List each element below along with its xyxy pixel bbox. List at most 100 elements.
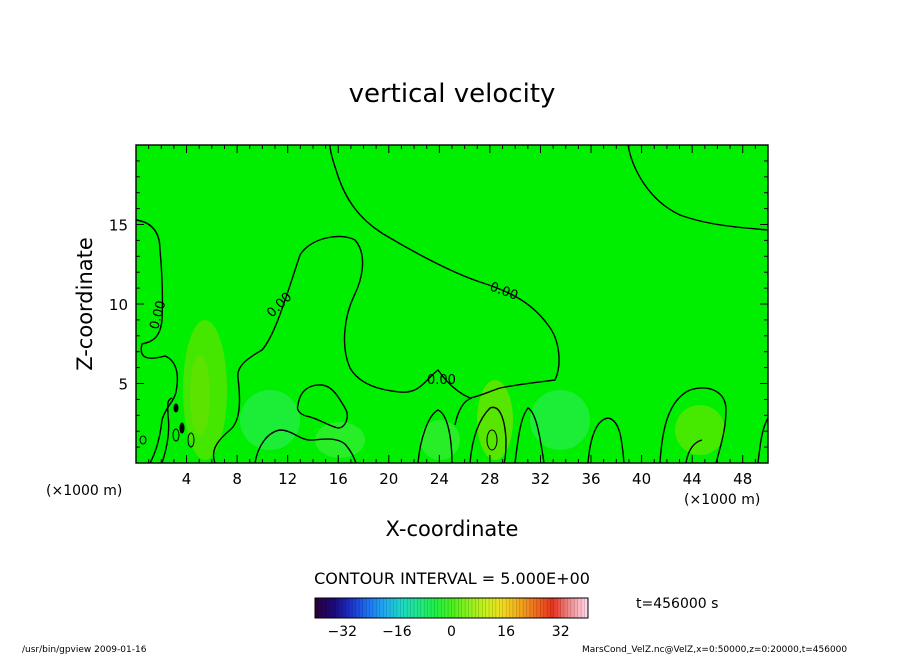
colorbar-segment xyxy=(540,598,544,618)
colorbar-segment xyxy=(509,598,514,618)
colorbar-segment xyxy=(550,598,555,618)
colorbar-segment xyxy=(478,598,483,618)
colorbar-segment xyxy=(431,598,435,618)
colorbar-segment xyxy=(567,598,572,618)
colorbar-segment xyxy=(574,598,579,618)
colorbar-segment xyxy=(529,598,534,618)
colorbar-segment xyxy=(584,598,589,618)
colorbar-segment xyxy=(352,598,357,618)
x-tick-label: 16 xyxy=(329,470,348,488)
colorbar-segment xyxy=(393,598,398,618)
colorbar-segment xyxy=(547,598,551,618)
colorbar-segment xyxy=(407,598,411,618)
contour-cell-4 xyxy=(469,406,507,464)
colorbar-segment xyxy=(489,598,493,618)
colorbar-segment xyxy=(366,598,370,618)
colorbar-segment xyxy=(321,598,326,618)
colorbar-segment xyxy=(485,598,490,618)
colorbar-segment xyxy=(523,598,527,618)
colorbar-segment xyxy=(492,598,497,618)
colorbar-segment xyxy=(359,598,364,618)
colorbar-segment xyxy=(475,598,480,618)
colorbar-segment xyxy=(420,598,425,618)
plot-area: 0.00 0.00 0.00 0.00 4 8 12 16 20 24 28 32 36 40 44… xyxy=(109,144,769,488)
contour-cell-5 xyxy=(514,407,545,464)
contour-interval: CONTOUR INTERVAL = 5.000E+00 xyxy=(314,569,590,588)
colorbar-segment xyxy=(332,598,336,618)
contour-topright xyxy=(627,144,769,231)
contour-cell-3 xyxy=(417,409,453,464)
contour-cell-7 xyxy=(659,387,727,464)
colorbar-segment xyxy=(355,598,360,618)
colorbar-segment xyxy=(465,598,469,618)
y-axis-label: Z-coordinate xyxy=(73,237,97,371)
colorbar-segment xyxy=(318,598,323,618)
x-tick-label: 4 xyxy=(182,470,192,488)
colorbar-tick-label: −16 xyxy=(382,624,412,640)
colorbar-segment xyxy=(458,598,463,618)
colorbar-segment xyxy=(369,598,374,618)
footer-right: MarsCond_VelZ.nc@VelZ,x=0:50000,z=0:2000… xyxy=(582,645,847,654)
colorbar-segment xyxy=(471,598,476,618)
colorbar-segment xyxy=(577,598,582,618)
colorbar-segment xyxy=(427,598,432,618)
contour-cell-9 xyxy=(685,439,703,464)
colorbar-segment xyxy=(383,598,387,618)
contour-cell-10 xyxy=(454,397,473,426)
colorbar-segment xyxy=(516,598,521,618)
contour-left-lower xyxy=(161,397,173,464)
colorbar-segment xyxy=(315,598,319,618)
colorbar-segment xyxy=(448,598,452,618)
colorbar-segment xyxy=(390,598,394,618)
colorbar-segment xyxy=(396,598,401,618)
x-tick-label: 36 xyxy=(581,470,600,488)
colorbar-segment xyxy=(512,598,517,618)
colorbar-segment xyxy=(441,598,445,618)
colorbar-segment xyxy=(342,598,347,618)
colorbar-segment xyxy=(502,598,507,618)
y-tick-label: 10 xyxy=(109,296,128,314)
colorbar-frame xyxy=(314,597,589,619)
x-tick-label: 32 xyxy=(531,470,550,488)
colorbar-segment xyxy=(403,598,408,618)
x-tick-label: 44 xyxy=(683,470,702,488)
colorbar-segment xyxy=(325,598,329,618)
colorbar-segment xyxy=(413,598,418,618)
colorbar-segment xyxy=(468,598,473,618)
x-tick-label: 48 xyxy=(733,470,752,488)
time-label: t=456000 s xyxy=(636,596,718,612)
x-tick-label: 20 xyxy=(379,470,398,488)
field-shading xyxy=(183,320,725,460)
colorbar-segment xyxy=(345,598,350,618)
colorbar-segment xyxy=(461,598,466,618)
colorbar-tick-label: 0 xyxy=(447,624,456,640)
y-tick-label: 15 xyxy=(109,217,128,235)
colorbar-segment xyxy=(400,598,405,618)
colorbar-segment xyxy=(499,598,503,618)
colorbar-segment xyxy=(349,598,353,618)
contour-label-1: 0.00 xyxy=(147,299,169,331)
x-tick-label: 8 xyxy=(232,470,242,488)
contour-cell-8 xyxy=(757,417,769,464)
colorbar-tick-label: 32 xyxy=(552,624,570,640)
colorbar-tick-label: −32 xyxy=(328,624,358,640)
y-tick-label: 5 xyxy=(118,376,128,394)
contour-main xyxy=(212,144,560,464)
colorbar-segment xyxy=(536,598,541,618)
colorbar-segment xyxy=(553,598,558,618)
colorbar-segment xyxy=(482,598,486,618)
colorbar-segment xyxy=(451,598,456,618)
zero-contours xyxy=(135,144,769,464)
colorbar-segment xyxy=(557,598,561,618)
x-tick-label: 28 xyxy=(480,470,499,488)
contour-cell-2 xyxy=(254,429,357,464)
colorbar-segment xyxy=(338,598,343,618)
x-axis-unit-left: (×1000 m) xyxy=(46,483,122,499)
colorbar-segment xyxy=(506,598,510,618)
x-tick-label: 40 xyxy=(632,470,651,488)
colorbar-segment xyxy=(495,598,500,618)
colorbar-segment xyxy=(328,598,333,618)
colorbar-segment xyxy=(581,598,585,618)
